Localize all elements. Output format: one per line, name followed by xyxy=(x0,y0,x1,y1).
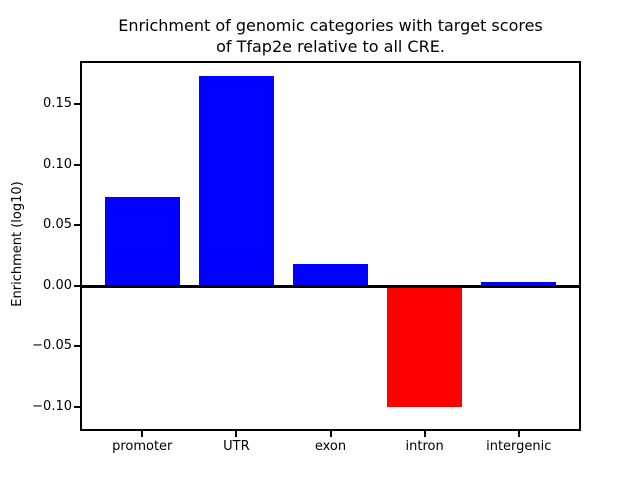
y-tick-label: 0.05 xyxy=(43,217,72,233)
x-tick-mark xyxy=(517,431,520,437)
y-tick-mark xyxy=(74,405,80,408)
x-tick-label-UTR: UTR xyxy=(223,439,250,454)
x-tick-label-promoter: promoter xyxy=(112,439,173,454)
y-tick-mark xyxy=(74,284,80,287)
y-tick-mark xyxy=(74,103,80,106)
x-tick-mark xyxy=(141,431,144,437)
x-tick-label-intron: intron xyxy=(405,439,444,454)
y-tick-label: −0.05 xyxy=(32,338,72,354)
y-tick-label: −0.10 xyxy=(32,398,72,414)
bar-UTR xyxy=(198,76,275,286)
chart-title: Enrichment of genomic categories with ta… xyxy=(118,16,543,56)
x-tick-mark xyxy=(329,431,332,437)
x-tick-label-exon: exon xyxy=(314,439,347,454)
y-tick-mark xyxy=(74,345,80,348)
x-tick-mark xyxy=(423,431,426,437)
y-tick-label: 0.00 xyxy=(43,277,72,293)
x-tick-mark xyxy=(235,431,238,437)
y-tick-mark xyxy=(74,163,80,166)
bar-promoter xyxy=(104,197,180,286)
y-tick-mark xyxy=(74,224,80,227)
zero-line xyxy=(82,284,579,288)
y-tick-label: 0.10 xyxy=(43,156,72,172)
bar-exon xyxy=(292,263,369,286)
plot-area: −0.10 −0.05 0.00 0.05 0.10 0.15 promoter UTR exo… xyxy=(32,61,581,454)
x-tick-label-intergenic: intergenic xyxy=(486,439,552,454)
bar-intergenic xyxy=(481,282,557,286)
bar-intron xyxy=(386,285,463,407)
y-tick-label: 0.15 xyxy=(43,96,72,112)
